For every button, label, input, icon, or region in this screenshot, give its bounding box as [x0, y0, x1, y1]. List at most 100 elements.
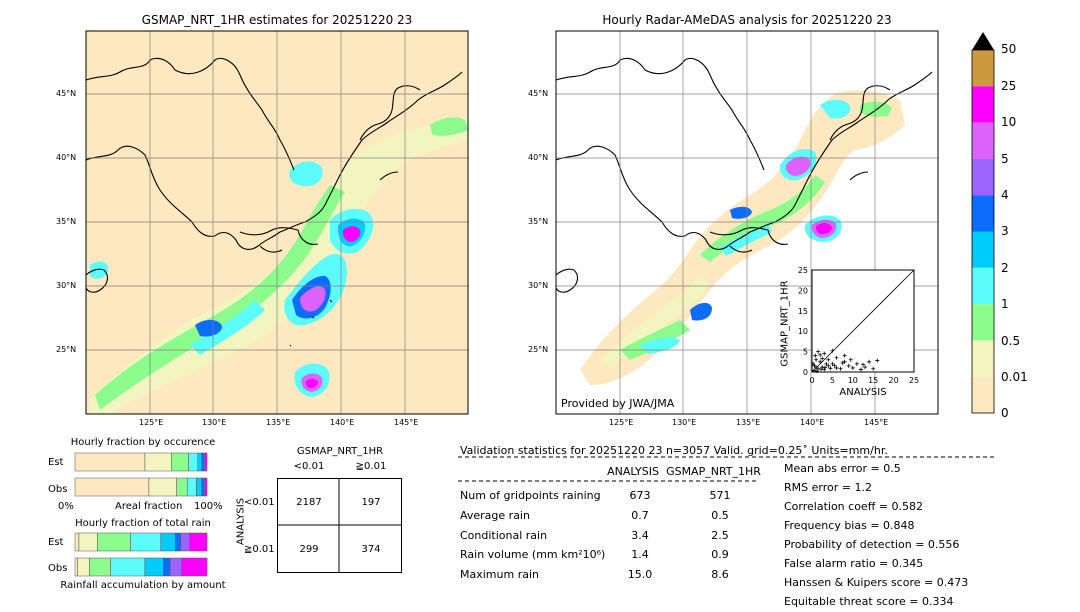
colorbar-label-05: 0.5 — [1001, 334, 1021, 348]
left-lon-label-125: 125°E — [139, 418, 164, 427]
scatter-xtick: 0 — [809, 376, 814, 385]
bar-segment — [110, 557, 146, 577]
scatter-point — [814, 357, 819, 362]
scatter-ticks: 00 5 5 10 10 15 15 20 20 25 25 — [798, 266, 919, 385]
scatter-point — [811, 361, 816, 366]
score-hk: Hanssen & Kuipers score = 0.473 — [784, 576, 969, 589]
contingency-col1: <0.01 — [293, 461, 325, 472]
left-lat-label-45: 45°N — [56, 89, 77, 98]
scatter-xtick: 5 — [830, 376, 835, 385]
scatter-ytick: 25 — [798, 266, 808, 275]
right-map-credit: Provided by JWA/JMA — [561, 397, 675, 410]
bar-segment — [169, 557, 183, 577]
scatter-point — [832, 363, 837, 368]
right-lon-label-125: 125°E — [609, 418, 634, 427]
stats-row-label-0: Num of gridpoints raining — [460, 489, 601, 502]
stats-dividers — [458, 456, 996, 482]
scatter-point — [818, 367, 823, 372]
bar-segment — [130, 532, 162, 552]
contingency-col2: ≧0.01 — [355, 461, 387, 472]
colorbar-label-4: 4 — [1001, 188, 1009, 202]
bar-segment — [181, 557, 208, 577]
scatter-point — [818, 352, 823, 357]
scatter-point — [824, 361, 829, 366]
stats-row-analysis-1: 0.7 — [631, 509, 649, 522]
scatter-points — [811, 348, 880, 374]
scatter-point — [814, 369, 819, 374]
scatter-point — [830, 348, 835, 353]
scatter-point — [822, 367, 827, 372]
scatter-point — [861, 362, 865, 367]
scatter-point — [818, 359, 823, 364]
scatter-ytick: 0 — [803, 368, 808, 377]
total-rain-est-label: Est — [48, 537, 64, 548]
colorbar-label-0: 0 — [1001, 406, 1009, 420]
contingency-c: 299 — [299, 544, 319, 555]
colorbar — [971, 32, 995, 414]
colorbar-cell — [972, 231, 994, 268]
bar-segment — [175, 532, 181, 552]
contingency-grid — [277, 478, 402, 573]
score-corr: Correlation coeff = 0.582 — [784, 500, 923, 513]
colorbar-cell — [972, 340, 994, 377]
left-map-title: GSMAP_NRT_1HR estimates for 20251220 23 — [141, 13, 413, 27]
left-lon-label-145: 145°E — [394, 418, 419, 427]
bar-segment — [97, 532, 131, 552]
left-lat-label-30: 30°N — [56, 281, 77, 290]
left-map-frame — [85, 30, 469, 415]
bar-segment — [186, 477, 197, 497]
bar-segment — [74, 452, 146, 472]
right-lat-label-30: 30°N — [528, 281, 549, 290]
scatter-point — [822, 351, 827, 356]
scatter-ytick: 20 — [798, 286, 808, 295]
total-rain-bars — [74, 532, 208, 577]
bar-segment — [148, 477, 177, 497]
occurrence-obs-label: Obs — [48, 484, 68, 495]
bar-segment — [196, 477, 202, 497]
scatter-point — [826, 357, 831, 362]
scatter-point — [828, 366, 833, 371]
stats-row-analysis-4: 15.0 — [627, 568, 653, 581]
colorbar-label-1: 1 — [1001, 297, 1009, 311]
scatter-point — [816, 349, 821, 354]
scatter-point — [823, 365, 828, 370]
stats-col-analysis: ANALYSIS — [607, 465, 659, 478]
colorbar-label-10: 10 — [1001, 115, 1017, 129]
scatter-point — [820, 356, 825, 361]
scatter-point — [838, 366, 843, 371]
bar-segment — [188, 452, 199, 472]
bar-segment — [74, 532, 80, 552]
colorbar-cell — [972, 195, 994, 232]
contingency-row2: ≧0.01 — [244, 544, 275, 555]
bar-segment — [201, 452, 205, 472]
colorbar-frame — [971, 49, 995, 414]
contingency-title: GSMAP_NRT_1HR — [296, 446, 384, 457]
scatter-point — [816, 366, 821, 371]
right-map-title: Hourly Radar-AMeDAS analysis for 2025122… — [602, 13, 892, 27]
score-pod: Probability of detection = 0.556 — [784, 538, 960, 551]
scatter-ylabel: GSMAP_NRT_1HR — [779, 280, 791, 367]
scatter-xtick: 20 — [889, 376, 899, 385]
right-lon-label-140: 140°E — [800, 418, 825, 427]
score-far: False alarm ratio = 0.345 — [784, 557, 924, 570]
right-lon-label-130: 130°E — [672, 418, 697, 427]
colorbar-label-25: 25 — [1001, 79, 1017, 93]
scatter-xlabel: ANALYSIS — [839, 387, 887, 398]
bar-segment — [197, 452, 202, 472]
stats-header: Validation statistics for 20251220 23 n=… — [460, 444, 888, 457]
occurrence-0pct: 0% — [58, 501, 74, 512]
scatter-point — [812, 363, 817, 368]
bar-segment — [77, 557, 90, 577]
scatter-xtick: 15 — [868, 376, 878, 385]
scatter-point — [858, 367, 863, 372]
occurrence-100pct: 100% — [194, 501, 223, 512]
scatter-diagonal — [811, 269, 915, 373]
scatter-point — [834, 355, 839, 360]
bar-segment — [160, 532, 176, 552]
stats-row-label-1: Average rain — [460, 509, 530, 522]
total-rain-obs-label: Obs — [48, 563, 68, 574]
scatter-point — [813, 353, 818, 358]
colorbar-label-3: 3 — [1001, 224, 1009, 238]
left-lat-label-40: 40°N — [56, 153, 77, 162]
scatter-ytick: 5 — [803, 348, 808, 357]
